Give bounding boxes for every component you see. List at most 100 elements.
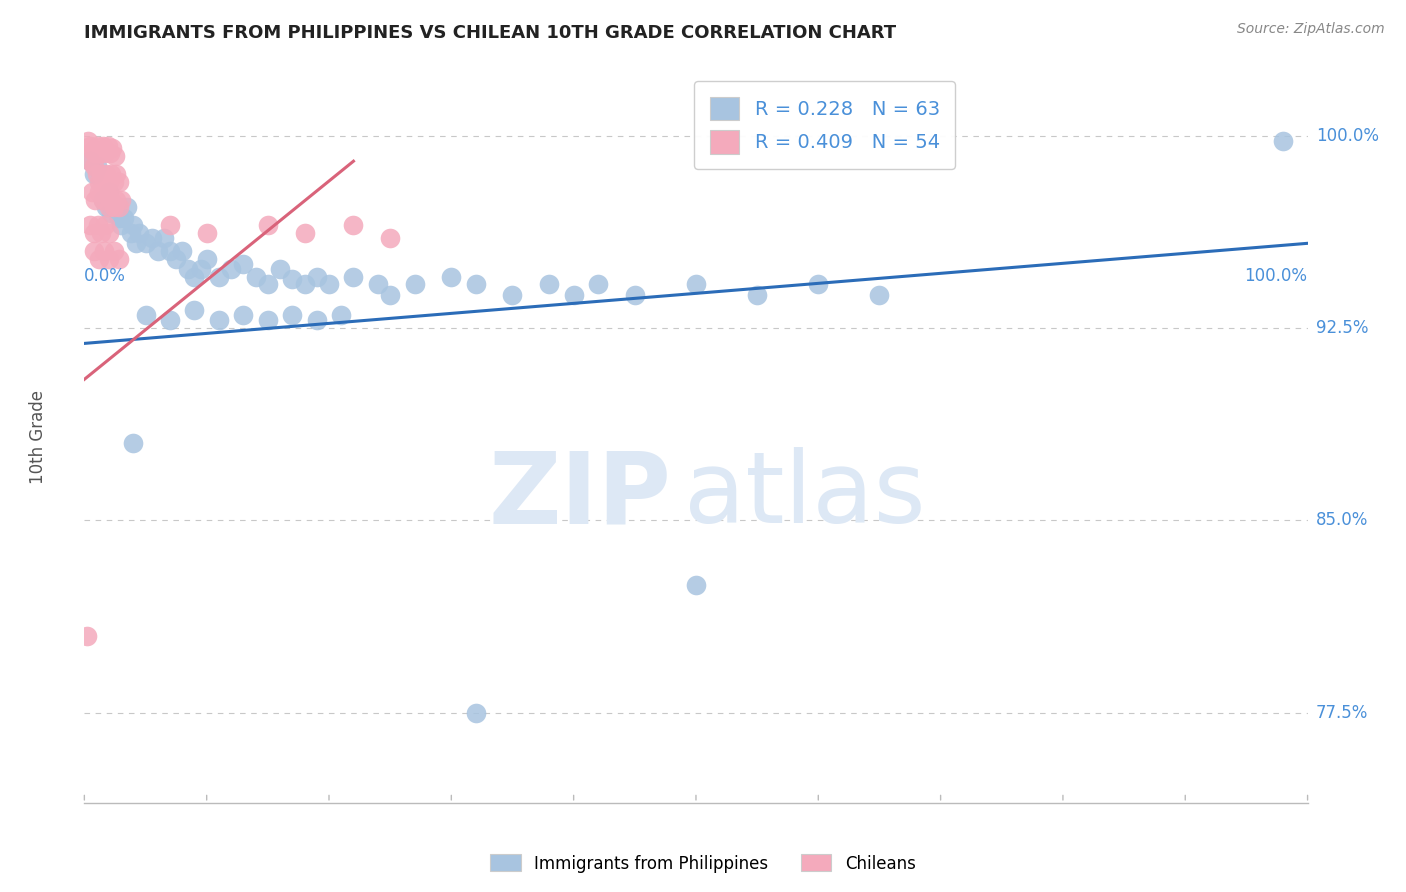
- Point: [232, 257, 254, 271]
- Point: [93, 244, 115, 258]
- Point: [685, 577, 707, 591]
- Point: [86, 167, 108, 181]
- Point: [89, 146, 111, 161]
- Point: [685, 277, 707, 292]
- Text: 100.0%: 100.0%: [1316, 127, 1379, 145]
- Point: [103, 175, 125, 189]
- Point: [115, 200, 138, 214]
- Point: [342, 219, 364, 233]
- Point: [208, 269, 231, 284]
- Text: 100.0%: 100.0%: [1244, 268, 1308, 285]
- Point: [305, 269, 328, 284]
- Point: [464, 706, 486, 720]
- Point: [84, 146, 107, 161]
- Point: [165, 252, 187, 266]
- Point: [281, 272, 304, 286]
- Point: [294, 226, 316, 240]
- Point: [83, 159, 105, 173]
- Point: [159, 244, 181, 258]
- Point: [103, 244, 125, 258]
- Point: [83, 244, 105, 258]
- Text: 0.0%: 0.0%: [84, 268, 127, 285]
- Point: [219, 262, 242, 277]
- Point: [94, 146, 117, 161]
- Point: [97, 138, 120, 153]
- Text: 92.5%: 92.5%: [1316, 319, 1368, 337]
- Point: [107, 211, 129, 225]
- Point: [97, 226, 120, 240]
- Point: [76, 629, 98, 643]
- Point: [146, 244, 169, 258]
- Point: [107, 252, 129, 266]
- Point: [100, 193, 122, 207]
- Point: [747, 287, 769, 301]
- Point: [110, 193, 132, 207]
- Point: [90, 167, 112, 181]
- Point: [100, 167, 122, 181]
- Point: [97, 252, 120, 266]
- Point: [120, 226, 142, 240]
- Point: [624, 287, 647, 301]
- Point: [77, 134, 100, 148]
- Point: [128, 226, 150, 240]
- Point: [97, 200, 120, 214]
- Point: [269, 262, 291, 277]
- Legend: R = 0.228   N = 63, R = 0.409   N = 54: R = 0.228 N = 63, R = 0.409 N = 54: [695, 81, 955, 169]
- Point: [91, 193, 114, 207]
- Point: [404, 277, 426, 292]
- Point: [94, 219, 117, 233]
- Point: [122, 436, 145, 450]
- Point: [257, 313, 280, 327]
- Point: [98, 146, 121, 161]
- Point: [87, 252, 110, 266]
- Point: [172, 244, 194, 258]
- Point: [97, 185, 120, 199]
- Point: [190, 262, 212, 277]
- Point: [135, 236, 157, 251]
- Point: [86, 159, 108, 173]
- Point: [79, 138, 101, 153]
- Point: [257, 277, 280, 292]
- Text: 10th Grade: 10th Grade: [30, 390, 46, 484]
- Point: [90, 226, 112, 240]
- Point: [562, 287, 585, 301]
- Point: [87, 185, 110, 199]
- Point: [110, 219, 132, 233]
- Point: [83, 226, 105, 240]
- Point: [84, 193, 107, 207]
- Point: [101, 141, 124, 155]
- Point: [380, 287, 402, 301]
- Point: [159, 219, 181, 233]
- Point: [367, 277, 389, 292]
- Point: [105, 193, 128, 207]
- Point: [440, 269, 463, 284]
- Text: IMMIGRANTS FROM PHILIPPINES VS CHILEAN 10TH GRADE CORRELATION CHART: IMMIGRANTS FROM PHILIPPINES VS CHILEAN 1…: [84, 24, 897, 42]
- Point: [112, 211, 135, 225]
- Point: [208, 313, 231, 327]
- Point: [318, 277, 340, 292]
- Point: [195, 226, 218, 240]
- Point: [80, 185, 103, 199]
- Point: [93, 175, 115, 189]
- Point: [141, 231, 163, 245]
- Point: [107, 175, 129, 189]
- Text: ZIP: ZIP: [489, 447, 672, 544]
- Point: [83, 167, 105, 181]
- Point: [104, 198, 127, 212]
- Point: [195, 252, 218, 266]
- Point: [232, 308, 254, 322]
- Point: [122, 219, 145, 233]
- Point: [107, 200, 129, 214]
- Point: [135, 308, 157, 322]
- Legend: Immigrants from Philippines, Chileans: Immigrants from Philippines, Chileans: [484, 847, 922, 880]
- Point: [281, 308, 304, 322]
- Point: [96, 185, 118, 199]
- Point: [538, 277, 561, 292]
- Point: [245, 269, 267, 284]
- Point: [104, 149, 127, 163]
- Point: [294, 277, 316, 292]
- Point: [79, 219, 101, 233]
- Point: [96, 167, 118, 181]
- Point: [305, 313, 328, 327]
- Point: [183, 269, 205, 284]
